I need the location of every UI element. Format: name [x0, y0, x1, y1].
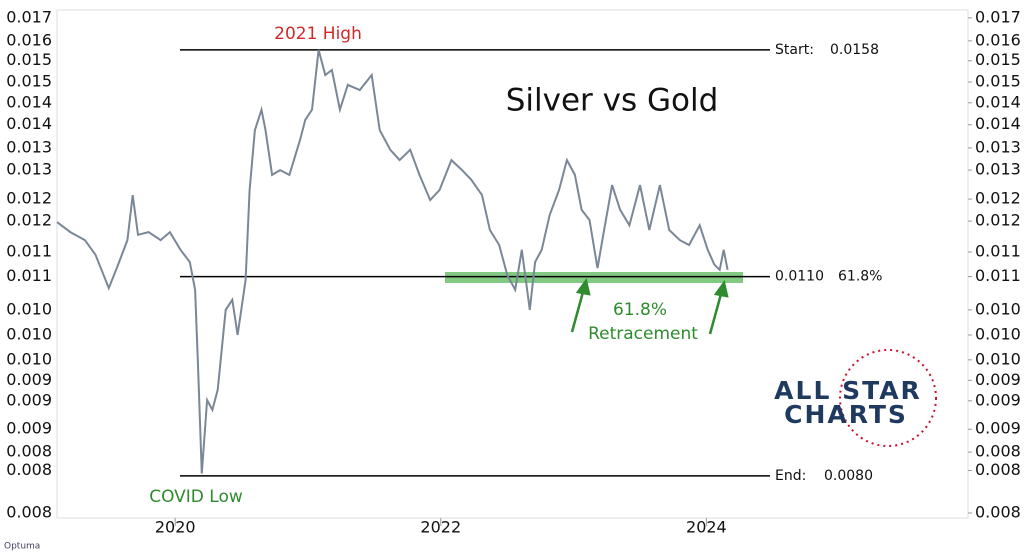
x-tick-label: 2024 [686, 518, 727, 537]
y-tick-label: 0.013 [6, 160, 52, 179]
y-tick-label-right: 0.011 [975, 266, 1021, 285]
y-tick-label-right: 0.014 [975, 114, 1021, 133]
annotation: Retracement [588, 324, 698, 344]
y-tick-label-right: 0.017 [975, 7, 1021, 26]
y-tick-label-right: 0.012 [975, 189, 1021, 208]
y-tick-label-right: 0.010 [975, 349, 1021, 368]
y-tick-label-right: 0.009 [975, 390, 1021, 409]
y-tick-label-right: 0.008 [975, 460, 1021, 479]
y-tick-label-right: 0.010 [975, 324, 1021, 343]
y-tick-label: 0.017 [6, 7, 52, 26]
y-tick-label-right: 0.009 [975, 370, 1021, 389]
y-tick-label-right: 0.008 [975, 442, 1021, 461]
y-tick-label-right: 0.016 [975, 30, 1021, 49]
data-line [56, 49, 729, 474]
footer: Optuma [4, 542, 40, 552]
annotation: 61.8% [613, 300, 667, 320]
level-note: 61.8% [838, 269, 882, 285]
level-value: 0.0080 [824, 468, 873, 484]
y-tick-label-right: 0.008 [975, 502, 1021, 521]
annotation: COVID Low [149, 487, 243, 507]
y-tick-label-right: 0.015 [975, 50, 1021, 69]
y-tick-label: 0.012 [6, 189, 52, 208]
y-tick-label: 0.015 [6, 72, 52, 91]
logo: ALL STAR CHARTS [774, 349, 937, 447]
logo-text: ALL STAR [774, 376, 922, 405]
y-tick-label-right: 0.013 [975, 137, 1021, 156]
y-tick-label: 0.009 [6, 419, 52, 438]
y-tick-label: 0.010 [6, 299, 52, 318]
y-tick-label-right: 0.012 [975, 211, 1021, 230]
y-tick-label: 0.013 [6, 137, 52, 156]
y-tick-label: 0.009 [6, 370, 52, 389]
y-tick-label: 0.008 [6, 502, 52, 521]
y-tick-label-right: 0.015 [975, 72, 1021, 91]
y-tick-label: 0.010 [6, 349, 52, 368]
y-tick-label: 0.011 [6, 266, 52, 285]
chart-title: Silver vs Gold [506, 83, 719, 119]
y-tick-label-right: 0.010 [975, 299, 1021, 318]
y-tick-label: 0.010 [6, 324, 52, 343]
x-tick-label: 2022 [420, 518, 461, 537]
plot-frame [56, 9, 969, 519]
y-tick-label: 0.009 [6, 390, 52, 409]
y-tick-label: 0.008 [6, 442, 52, 461]
y-tick-label: 0.014 [6, 92, 52, 111]
y-tick-label: 0.016 [6, 30, 52, 49]
y-tick-label-right: 0.014 [975, 92, 1021, 111]
level-value: 0.0110 [775, 269, 824, 285]
y-tick-label: 0.014 [6, 114, 52, 133]
level-name: End: [775, 468, 806, 484]
x-tick-label: 2020 [155, 518, 196, 537]
y-tick-label-right: 0.009 [975, 419, 1021, 438]
level-value: 0.0158 [830, 42, 879, 58]
arrows [570, 278, 729, 335]
y-tick-label: 0.011 [6, 242, 52, 261]
logo-text: CHARTS [784, 400, 908, 429]
y-tick-label: 0.012 [6, 211, 52, 230]
level-name: Start: [775, 42, 814, 58]
annotation: 2021 High [274, 24, 362, 44]
y-tick-label: 0.008 [6, 460, 52, 479]
support-band [445, 272, 743, 283]
y-tick-label: 0.015 [6, 50, 52, 69]
y-tick-label-right: 0.013 [975, 160, 1021, 179]
y-tick-label-right: 0.011 [975, 242, 1021, 261]
